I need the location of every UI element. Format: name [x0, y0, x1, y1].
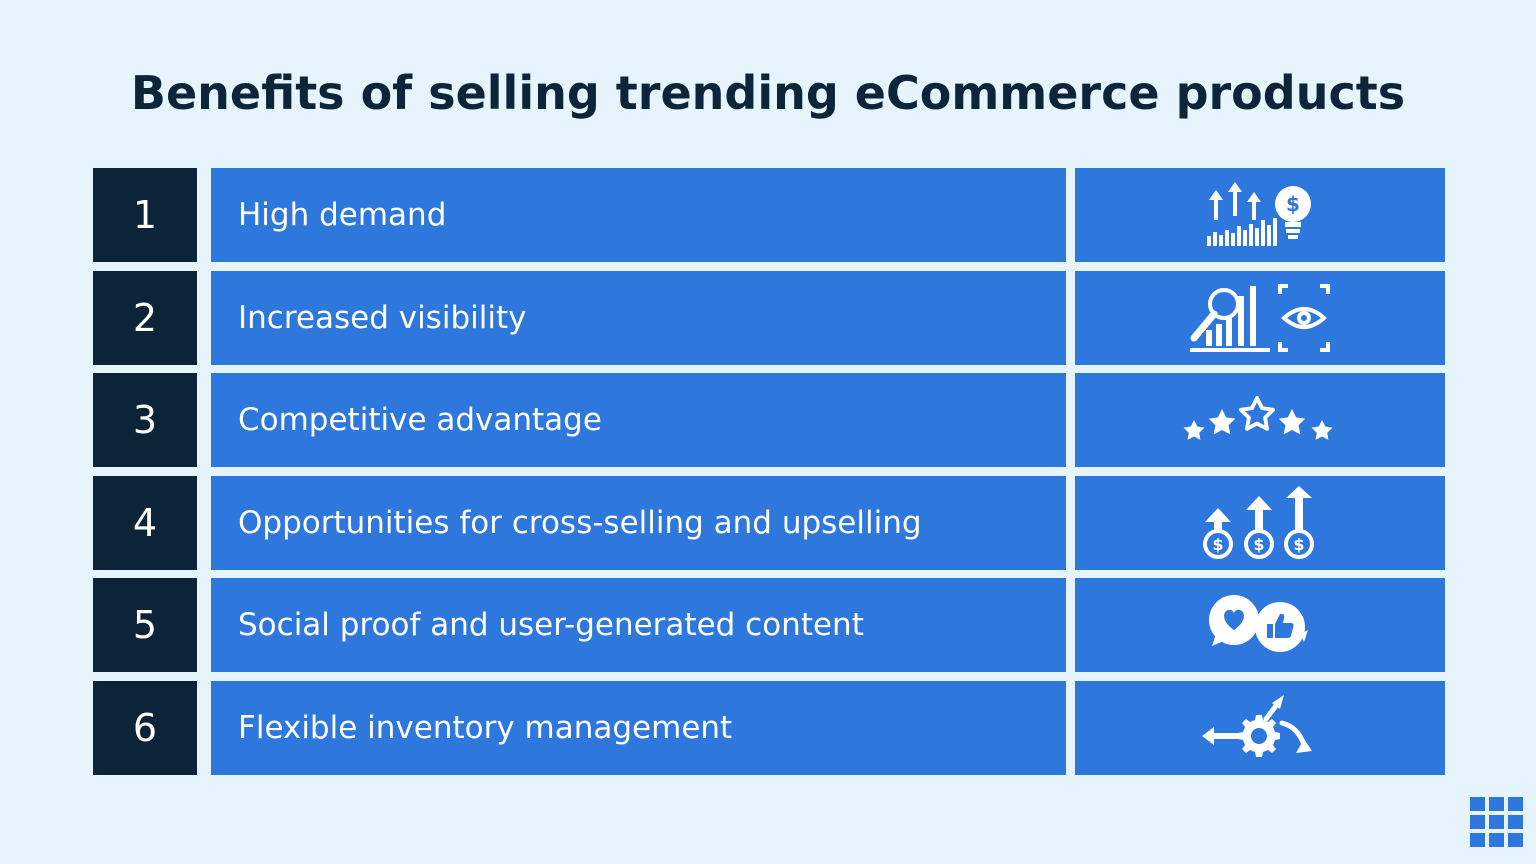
- page-title: Benefits of selling trending eCommerce p…: [130, 66, 1406, 120]
- benefit-row-6: 6 Flexible inventory management: [93, 680, 1445, 775]
- svg-text:$: $: [1253, 535, 1264, 554]
- svg-text:$: $: [1286, 192, 1300, 216]
- row-number: 2: [93, 270, 197, 365]
- row-number: 4: [93, 475, 197, 570]
- row-icon-cell: [1075, 680, 1445, 775]
- benefit-row-4: 4 Opportunities for cross-selling and up…: [93, 475, 1445, 570]
- row-number: 5: [93, 578, 197, 673]
- svg-text:$: $: [1293, 535, 1304, 554]
- svg-text:$: $: [1212, 535, 1223, 554]
- row-label: Opportunities for cross-selling and upse…: [211, 475, 1066, 570]
- row-label: High demand: [211, 168, 1066, 262]
- row-number: 3: [93, 373, 197, 468]
- benefit-row-2: 2 Increased visibility: [93, 270, 1445, 365]
- row-icon-cell: [1075, 578, 1445, 673]
- row-label: Flexible inventory management: [211, 680, 1066, 775]
- visibility-icon: [1189, 283, 1330, 352]
- grid-logo-icon: [1470, 797, 1523, 847]
- row-number: 1: [93, 168, 197, 262]
- benefit-row-5: 5 Social proof and user-generated conten…: [93, 578, 1445, 673]
- row-label: Social proof and user-generated content: [211, 578, 1066, 673]
- gear-arrows-icon: [1202, 694, 1312, 757]
- benefits-table: 1 High demand: [93, 168, 1445, 784]
- social-reactions-icon: [1209, 595, 1308, 653]
- row-label: Competitive advantage: [211, 373, 1066, 468]
- stars-rating-icon: [1183, 396, 1333, 441]
- row-icon-cell: $: [1075, 168, 1445, 262]
- row-icon-cell: [1075, 270, 1445, 365]
- row-label: Increased visibility: [211, 270, 1066, 365]
- demand-growth-icon: $: [1207, 182, 1311, 246]
- row-number: 6: [93, 680, 197, 775]
- benefit-row-3: 3 Competitive advantage: [93, 373, 1445, 468]
- row-icon-cell: [1075, 373, 1445, 468]
- money-growth-icon: $ $ $: [1203, 485, 1314, 559]
- benefit-row-1: 1 High demand: [93, 168, 1445, 262]
- row-icon-cell: $ $ $: [1075, 475, 1445, 570]
